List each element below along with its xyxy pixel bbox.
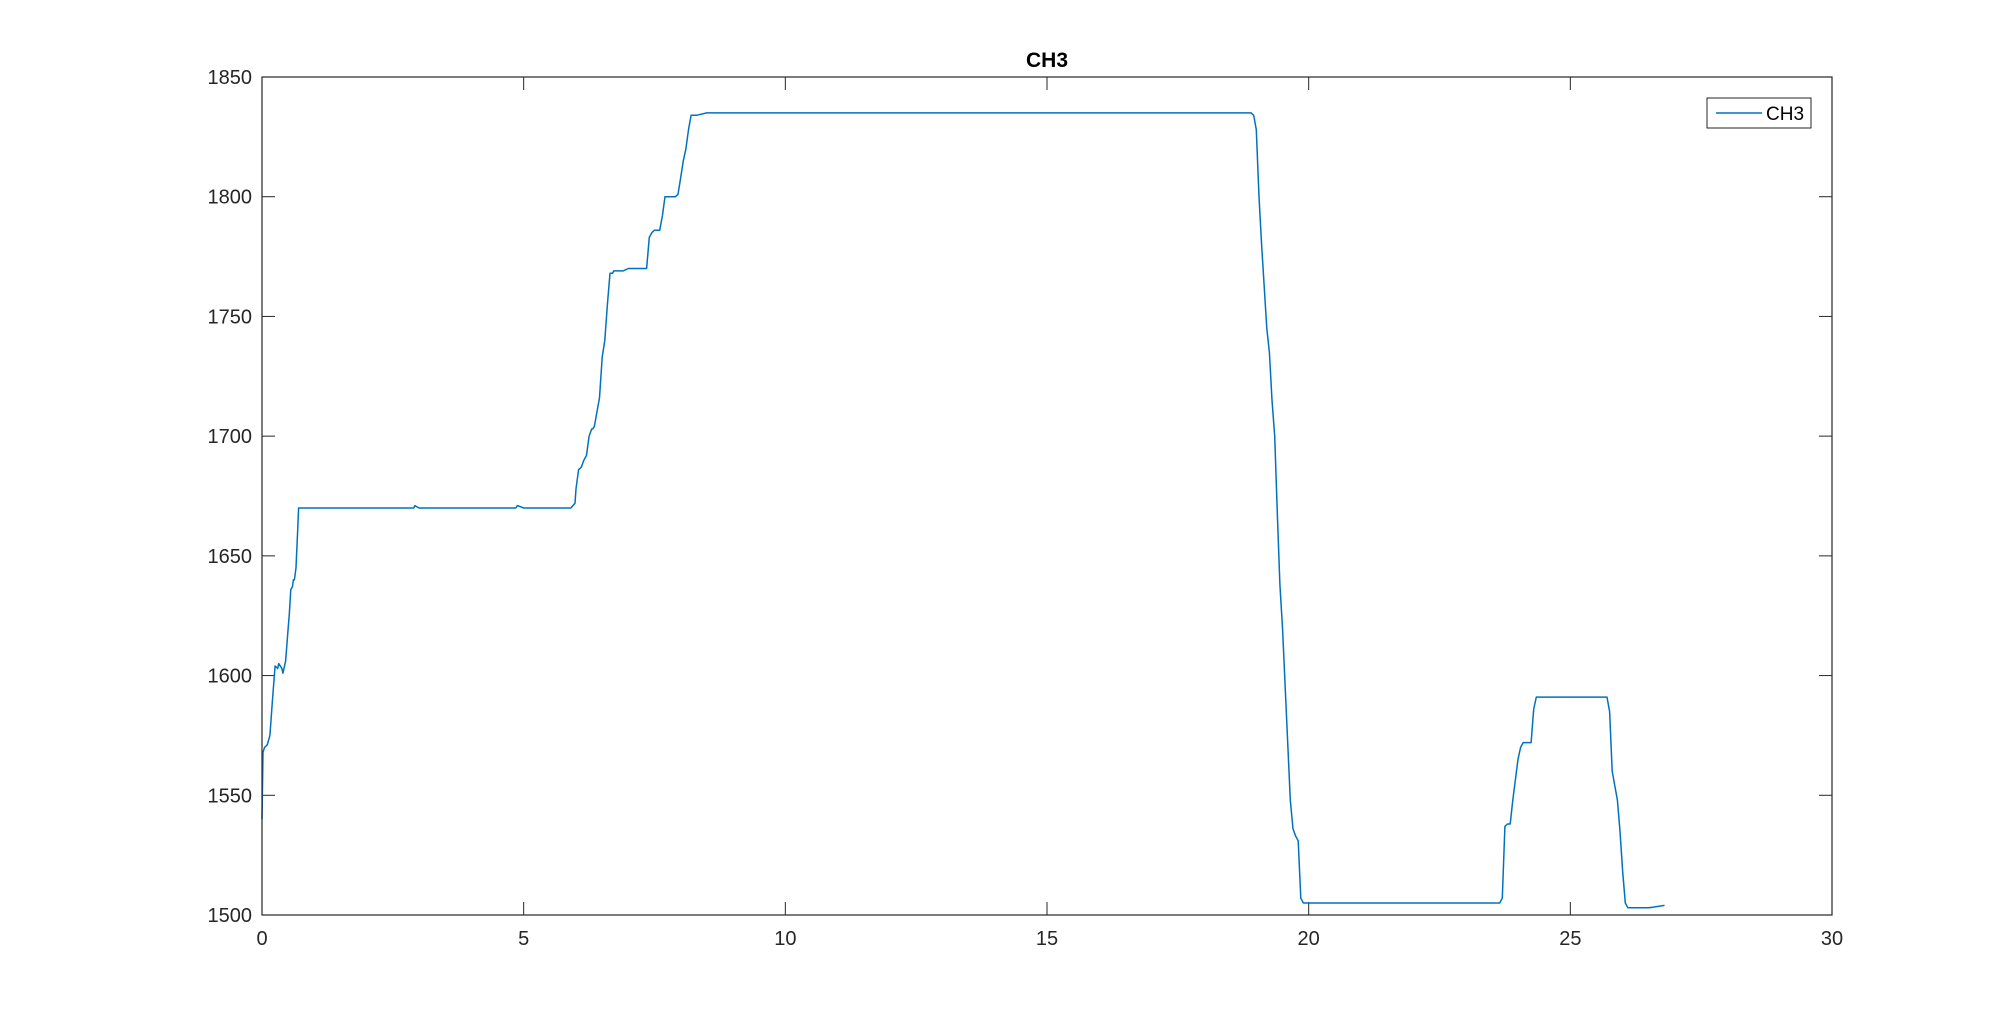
- y-tick-label: 1500: [208, 905, 253, 927]
- y-tick-label: 1700: [208, 426, 253, 448]
- y-tick-label: 1800: [208, 187, 253, 209]
- y-tick-label: 1550: [208, 785, 253, 807]
- axes-box: [261, 76, 1833, 916]
- y-tick-label: 1600: [208, 666, 253, 688]
- series-line-ch3: [261, 112, 1665, 909]
- y-tick-label: 1650: [208, 546, 253, 568]
- x-tick-label: 25: [1559, 928, 1581, 950]
- x-tick-label: 20: [1298, 928, 1320, 950]
- ticks-layer: 0 5 10 15 20 25 30 1500 1550 1600 1650 1700 1750 1800…: [208, 67, 1844, 950]
- y-tick-label: 1750: [208, 306, 253, 328]
- x-tick-label: 15: [1036, 928, 1058, 950]
- chart-title: CH3: [1026, 49, 1068, 72]
- legend-label: CH3: [1766, 104, 1804, 125]
- plot-area: [262, 77, 1832, 915]
- x-tick-label: 30: [1821, 928, 1843, 950]
- x-tick-label: 5: [518, 928, 529, 950]
- legend[interactable]: CH3: [1706, 97, 1812, 129]
- x-tick-label: 10: [774, 928, 796, 950]
- series-layer: [261, 112, 1665, 909]
- y-tick-label: 1850: [208, 67, 253, 89]
- x-tick-label: 0: [256, 928, 267, 950]
